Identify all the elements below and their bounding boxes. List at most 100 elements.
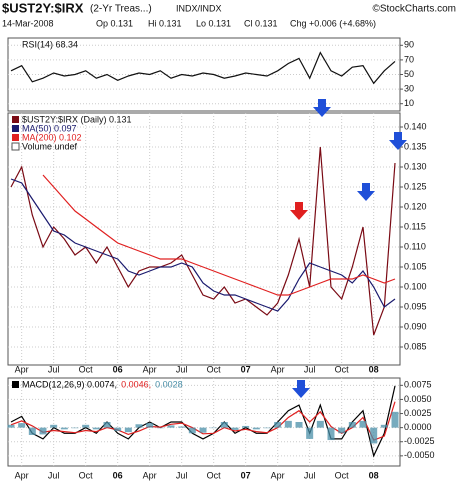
legend-label: 0.0028 [155, 379, 183, 389]
histogram-bar [231, 427, 239, 430]
y-tick-label: 0.0075 [404, 380, 432, 390]
y-tick-label: 0.110 [404, 241, 426, 251]
histogram-bar [391, 411, 399, 428]
legend-swatch [12, 125, 19, 132]
x-tick-label: Apr [143, 470, 157, 480]
x-tick-label: Apr [271, 364, 285, 374]
blue-arrow [389, 132, 407, 150]
histogram-bar [167, 425, 175, 428]
histogram-bar [338, 427, 346, 434]
legend-swatch [12, 134, 19, 141]
series-line [42, 174, 396, 296]
histogram-bar [284, 420, 292, 428]
y-tick-label: 0.0050 [404, 394, 432, 404]
histogram-bar [92, 427, 100, 430]
x-tick-label: Apr [15, 364, 29, 374]
x-tick-label: Jul [176, 364, 188, 374]
description: (2-Yr Treas...) [90, 4, 152, 15]
legend-swatch [12, 116, 19, 123]
x-tick-label: Jul [304, 364, 316, 374]
y-tick-label: 0.120 [404, 201, 427, 211]
y-tick-label: 0.0000 [404, 422, 432, 432]
y-tick-label: 70 [404, 54, 414, 64]
series-line [10, 146, 396, 336]
y-tick-label: 0.140 [404, 121, 427, 131]
y-tick-label: 0.100 [404, 281, 427, 291]
y-tick-label: 90 [404, 40, 414, 50]
legend-label: $UST2Y:$IRX (Daily) 0.131 [22, 114, 132, 124]
low: Lo 0.131 [196, 18, 231, 28]
histogram-bar [316, 420, 324, 428]
panel-title: RSI(14) 68.34 [22, 39, 78, 49]
high: Hi 0.131 [148, 18, 182, 28]
histogram-bar [263, 427, 271, 429]
y-tick-label: 0.095 [404, 301, 427, 311]
histogram-bar [370, 427, 378, 444]
histogram-bar [210, 427, 218, 429]
legend-label: Volume undef [22, 141, 78, 151]
x-tick-label: Apr [15, 470, 29, 480]
x-tick-label: 08 [369, 364, 379, 374]
y-tick-label: 0.0025 [404, 408, 432, 418]
x-tick-label: Jul [48, 364, 60, 374]
x-tick-label: Jul [48, 470, 60, 480]
y-tick-label: 0.135 [404, 141, 427, 151]
y-tick-label: -0.0050 [404, 450, 435, 460]
date: 14-Mar-2008 [2, 18, 54, 28]
y-tick-label: -0.0025 [404, 436, 435, 446]
histogram-bar [146, 423, 154, 428]
x-tick-label: 06 [113, 470, 123, 480]
arrows [290, 99, 407, 398]
x-tick-label: 07 [241, 364, 251, 374]
blue-arrow [357, 183, 375, 201]
histogram-bar [7, 424, 15, 428]
y-tick-label: 0.085 [404, 341, 427, 351]
open: Op 0.131 [96, 18, 133, 28]
histogram-bar [28, 427, 36, 435]
legend-label: MA(50) 0.097 [22, 123, 77, 133]
histogram-bar [252, 427, 260, 430]
histogram-bar [135, 424, 143, 428]
histogram-bar [82, 424, 90, 428]
symbol: $UST2Y:$IRX [2, 0, 84, 15]
panel-frame [7, 112, 401, 366]
y-tick-label: 30 [404, 83, 414, 93]
histogram-bar [295, 422, 303, 428]
histogram-bar [199, 427, 207, 433]
x-tick-label: Jul [176, 470, 188, 480]
x-tick-label: 07 [241, 470, 251, 480]
red-arrow [290, 202, 308, 220]
x-tick-label: Oct [335, 364, 350, 374]
legend-swatch [12, 381, 19, 388]
change: Chg +0.006 (+4.68%) [290, 18, 376, 28]
histogram-bar [348, 422, 356, 428]
x-tick-label: Apr [143, 364, 157, 374]
y-tick-label: 0.130 [404, 161, 427, 171]
histogram-bar [103, 422, 111, 428]
histogram-bar [18, 423, 26, 428]
histogram-bar [274, 422, 282, 428]
blue-arrow [313, 99, 331, 117]
legend-swatch [11, 142, 20, 151]
histogram-bar [188, 427, 196, 434]
close: Cl 0.131 [244, 18, 278, 28]
blue-arrow [292, 380, 310, 398]
histogram-bar [71, 427, 79, 429]
histogram-bar [124, 427, 132, 433]
legend-label: MA(200) 0.102 [22, 132, 82, 142]
series-line [10, 401, 396, 441]
y-tick-label: 0.115 [404, 221, 426, 231]
x-tick-label: 08 [369, 470, 379, 480]
y-tick-label: 0.105 [404, 261, 427, 271]
series-line [10, 51, 396, 85]
histogram-bar [60, 427, 68, 430]
x-tick-label: 06 [113, 364, 123, 374]
y-tick-label: 10 [404, 98, 414, 108]
y-tick-label: 0.125 [404, 181, 427, 191]
histogram-bar [327, 427, 335, 441]
x-tick-label: Jul [304, 470, 316, 480]
legend-label: 0.0046, [121, 379, 151, 389]
y-tick-label: 0.090 [404, 321, 427, 331]
histogram-bar [156, 427, 164, 429]
